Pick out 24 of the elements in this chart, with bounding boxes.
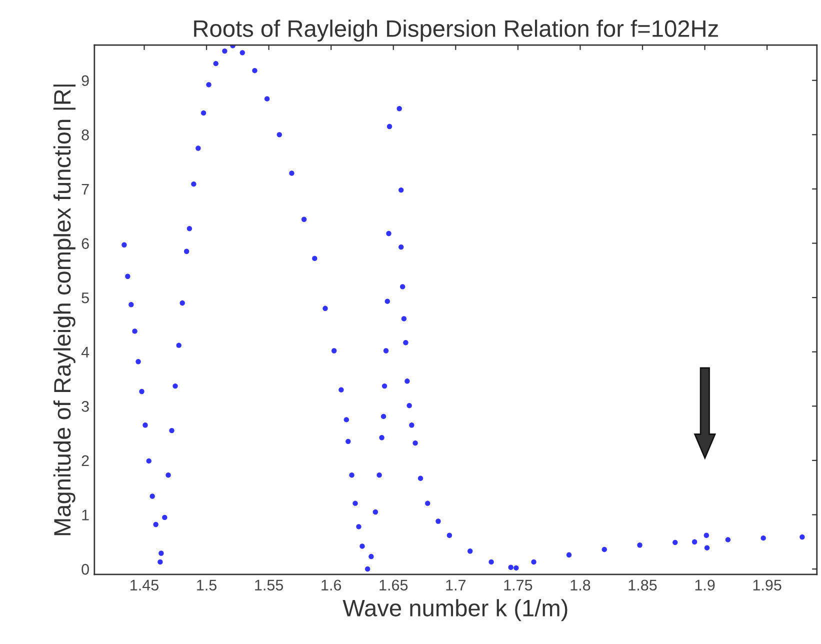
x-tick-label: 1.45: [130, 580, 158, 591]
y-tick-label: 0: [82, 564, 89, 575]
x-tick-label: 1.8: [570, 580, 590, 591]
y-tick-label: 8: [82, 130, 89, 140]
x-tick-label: 1.95: [753, 580, 782, 591]
x-tick-label: 1.75: [504, 580, 532, 591]
y-tick-label: 5: [82, 292, 89, 304]
y-tick-label: 3: [82, 401, 89, 412]
x-tick-label: 1.6: [322, 580, 342, 591]
x-tick-label: 1.85: [628, 580, 657, 591]
y-tick-label: 7: [82, 184, 89, 194]
y-tick-label: 1: [82, 510, 89, 520]
x-tick-label: 1.5: [197, 580, 217, 591]
y-tick-label: 2: [82, 455, 89, 466]
x-tick-label: 1.7: [446, 580, 466, 590]
chart-title: Roots of Rayleigh Dispersion Relation for f=102Hz: [194, 20, 718, 42]
x-tick-label: 1.65: [380, 580, 408, 591]
x-tick-label: 1.55: [255, 580, 284, 591]
y-tick-label: 6: [82, 238, 89, 249]
x-axis-title: Wave number k (1/m): [342, 599, 568, 622]
x-tick-label: 1.9: [695, 580, 715, 591]
y-tick-label: 9: [82, 75, 89, 86]
y-axis-title: Magnitude of Rayleigh complex function |R|: [53, 84, 76, 536]
y-tick-label: 4: [81, 346, 90, 358]
